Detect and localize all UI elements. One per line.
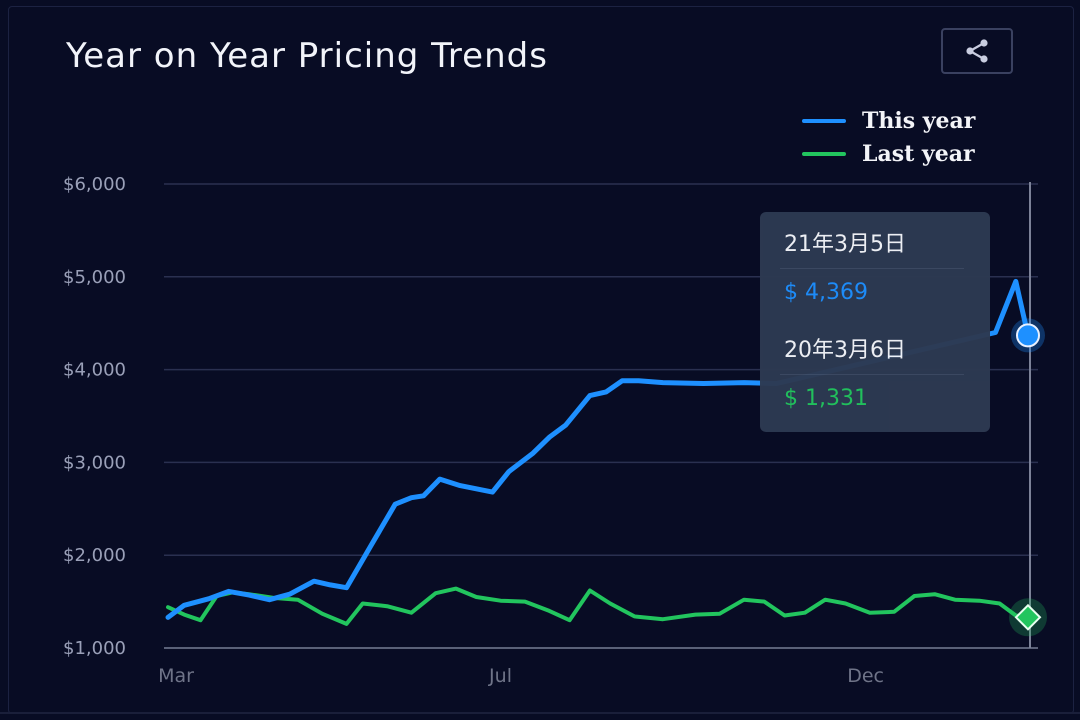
legend-swatch-this-year xyxy=(802,118,846,123)
y-tick-label: $3,000 xyxy=(63,452,126,473)
y-tick-label: $4,000 xyxy=(63,360,126,381)
series-line-this-year xyxy=(165,278,1031,620)
chart-legend: This year Last year xyxy=(802,104,975,170)
legend-label-this-year: This year xyxy=(862,107,976,134)
tooltip-divider xyxy=(780,374,964,375)
marker-last-year xyxy=(1014,603,1042,631)
chart-tooltip: 21年3月5日 $ 4,369 20年3月6日 $ 1,331 xyxy=(760,212,990,432)
tooltip-last-year-value: $ 1,331 xyxy=(784,386,868,411)
x-tick-label: Jul xyxy=(488,665,512,687)
tooltip-this-year-value: $ 4,369 xyxy=(784,280,868,305)
x-tick-label: Mar xyxy=(158,665,194,687)
tooltip-this-year-date: 21年3月5日 xyxy=(784,232,906,257)
tooltip-last-year-date: 20年3月6日 xyxy=(784,338,906,363)
y-tick-label: $1,000 xyxy=(63,638,126,659)
legend-item-last-year[interactable]: Last year xyxy=(802,137,975,170)
y-tick-label: $2,000 xyxy=(63,545,126,566)
share-icon xyxy=(966,39,988,63)
y-tick-label: $5,000 xyxy=(63,267,126,288)
legend-label-last-year: Last year xyxy=(862,140,975,167)
bottom-divider xyxy=(0,712,1080,714)
share-button[interactable] xyxy=(941,28,1013,74)
marker-this-year xyxy=(1016,323,1040,348)
x-tick-label: Dec xyxy=(847,665,884,687)
chart-title: Year on Year Pricing Trends xyxy=(66,36,548,76)
y-tick-label: $6,000 xyxy=(63,174,126,195)
tooltip-divider xyxy=(780,268,964,269)
legend-swatch-last-year xyxy=(802,151,846,156)
legend-item-this-year[interactable]: This year xyxy=(802,104,975,137)
series-line-last-year xyxy=(166,586,1030,626)
